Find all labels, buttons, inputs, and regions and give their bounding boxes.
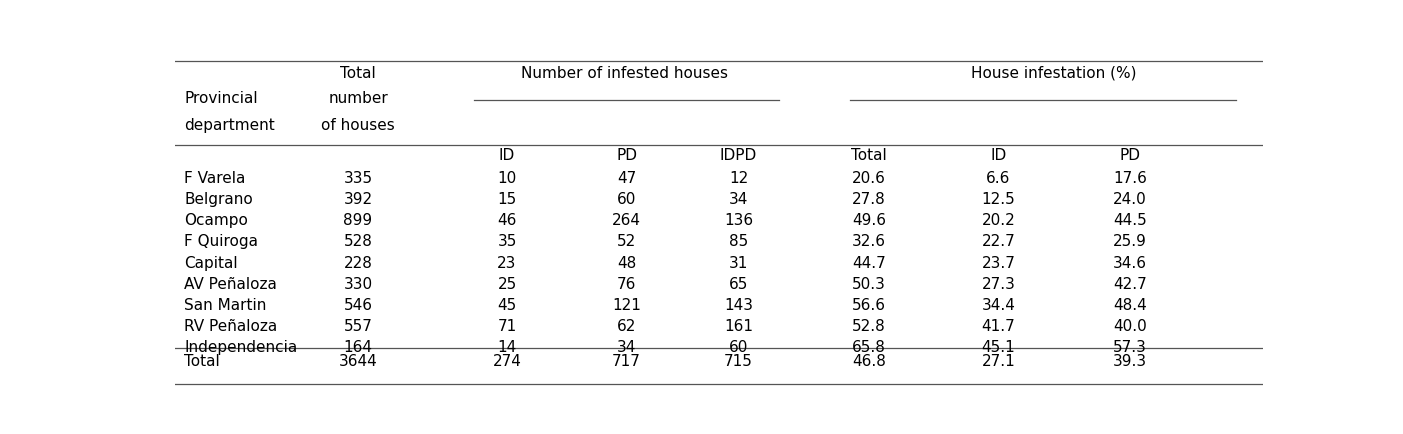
Text: 164: 164 bbox=[344, 339, 373, 354]
Text: ID: ID bbox=[499, 147, 515, 162]
Text: AV Peñaloza: AV Peñaloza bbox=[184, 276, 276, 291]
Text: 57.3: 57.3 bbox=[1113, 339, 1148, 354]
Text: PD: PD bbox=[616, 147, 637, 162]
Text: 557: 557 bbox=[344, 318, 372, 333]
Text: 392: 392 bbox=[344, 192, 373, 207]
Text: 27.3: 27.3 bbox=[982, 276, 1016, 291]
Text: RV Peñaloza: RV Peñaloza bbox=[184, 318, 278, 333]
Text: 717: 717 bbox=[612, 353, 641, 368]
Text: 39.3: 39.3 bbox=[1113, 353, 1148, 368]
Text: Total: Total bbox=[184, 353, 220, 368]
Text: 52: 52 bbox=[617, 234, 636, 249]
Text: Number of infested houses: Number of infested houses bbox=[521, 66, 728, 80]
Text: 12: 12 bbox=[730, 171, 748, 186]
Text: Provincial: Provincial bbox=[184, 91, 258, 105]
Text: 143: 143 bbox=[724, 297, 753, 312]
Text: Independencia: Independencia bbox=[184, 339, 297, 354]
Text: 15: 15 bbox=[498, 192, 516, 207]
Text: 32.6: 32.6 bbox=[852, 234, 887, 249]
Text: 34: 34 bbox=[730, 192, 748, 207]
Text: 46: 46 bbox=[497, 213, 516, 228]
Text: 41.7: 41.7 bbox=[982, 318, 1016, 333]
Text: 330: 330 bbox=[344, 276, 373, 291]
Text: 60: 60 bbox=[730, 339, 748, 354]
Text: 10: 10 bbox=[498, 171, 516, 186]
Text: 34.6: 34.6 bbox=[1113, 255, 1148, 270]
Text: House infestation (%): House infestation (%) bbox=[971, 66, 1136, 80]
Text: of houses: of houses bbox=[321, 117, 394, 132]
Text: 48.4: 48.4 bbox=[1113, 297, 1146, 312]
Text: 27.1: 27.1 bbox=[982, 353, 1016, 368]
Text: Belgrano: Belgrano bbox=[184, 192, 253, 207]
Text: 528: 528 bbox=[344, 234, 372, 249]
Text: 35: 35 bbox=[497, 234, 516, 249]
Text: 228: 228 bbox=[344, 255, 372, 270]
Text: 50.3: 50.3 bbox=[852, 276, 887, 291]
Text: 546: 546 bbox=[344, 297, 373, 312]
Text: F Varela: F Varela bbox=[184, 171, 246, 186]
Text: PD: PD bbox=[1120, 147, 1141, 162]
Text: Total: Total bbox=[340, 66, 376, 80]
Text: 17.6: 17.6 bbox=[1113, 171, 1148, 186]
Text: 45: 45 bbox=[498, 297, 516, 312]
Text: 23: 23 bbox=[497, 255, 516, 270]
Text: 136: 136 bbox=[724, 213, 753, 228]
Text: 335: 335 bbox=[344, 171, 373, 186]
Text: 22.7: 22.7 bbox=[982, 234, 1016, 249]
Text: 31: 31 bbox=[730, 255, 748, 270]
Text: 65.8: 65.8 bbox=[852, 339, 887, 354]
Text: 42.7: 42.7 bbox=[1113, 276, 1146, 291]
Text: Total: Total bbox=[852, 147, 887, 162]
Text: 161: 161 bbox=[724, 318, 753, 333]
Text: 715: 715 bbox=[724, 353, 753, 368]
Text: 24.0: 24.0 bbox=[1113, 192, 1146, 207]
Text: 44.7: 44.7 bbox=[852, 255, 885, 270]
Text: 71: 71 bbox=[498, 318, 516, 333]
Text: 14: 14 bbox=[498, 339, 516, 354]
Text: 85: 85 bbox=[730, 234, 748, 249]
Text: 52.8: 52.8 bbox=[852, 318, 885, 333]
Text: 6.6: 6.6 bbox=[986, 171, 1010, 186]
Text: 23.7: 23.7 bbox=[982, 255, 1016, 270]
Text: 121: 121 bbox=[612, 297, 641, 312]
Text: 274: 274 bbox=[492, 353, 522, 368]
Text: 25: 25 bbox=[498, 276, 516, 291]
Text: 12.5: 12.5 bbox=[982, 192, 1016, 207]
Text: 27.8: 27.8 bbox=[852, 192, 885, 207]
Text: San Martin: San Martin bbox=[184, 297, 267, 312]
Text: IDPD: IDPD bbox=[720, 147, 758, 162]
Text: 899: 899 bbox=[344, 213, 373, 228]
Text: department: department bbox=[184, 117, 275, 132]
Text: Capital: Capital bbox=[184, 255, 237, 270]
Text: 65: 65 bbox=[730, 276, 748, 291]
Text: 264: 264 bbox=[612, 213, 641, 228]
Text: 48: 48 bbox=[617, 255, 636, 270]
Text: Ocampo: Ocampo bbox=[184, 213, 248, 228]
Text: F Quiroga: F Quiroga bbox=[184, 234, 258, 249]
Text: 76: 76 bbox=[617, 276, 637, 291]
Text: 34: 34 bbox=[617, 339, 637, 354]
Text: 60: 60 bbox=[617, 192, 637, 207]
Text: 56.6: 56.6 bbox=[852, 297, 887, 312]
Text: 20.2: 20.2 bbox=[982, 213, 1016, 228]
Text: 44.5: 44.5 bbox=[1113, 213, 1146, 228]
Text: 49.6: 49.6 bbox=[852, 213, 887, 228]
Text: number: number bbox=[328, 91, 387, 105]
Text: 45.1: 45.1 bbox=[982, 339, 1016, 354]
Text: 40.0: 40.0 bbox=[1113, 318, 1146, 333]
Text: 34.4: 34.4 bbox=[982, 297, 1016, 312]
Text: 20.6: 20.6 bbox=[852, 171, 887, 186]
Text: 46.8: 46.8 bbox=[852, 353, 887, 368]
Text: 47: 47 bbox=[617, 171, 636, 186]
Text: 25.9: 25.9 bbox=[1113, 234, 1148, 249]
Text: ID: ID bbox=[991, 147, 1006, 162]
Text: 62: 62 bbox=[617, 318, 637, 333]
Text: 3644: 3644 bbox=[338, 353, 377, 368]
